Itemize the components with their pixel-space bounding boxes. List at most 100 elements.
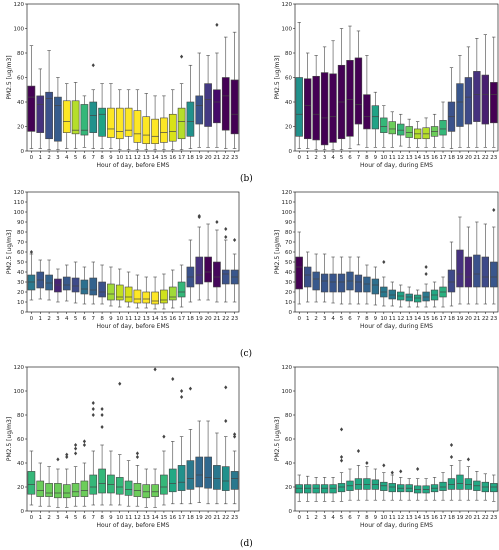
outlier-point [224,227,228,231]
x-tick-label: 14 [414,515,421,521]
box-body [213,261,221,288]
x-tick-label: 11 [389,155,396,161]
box-hour-11 [388,111,396,148]
x-axis-label: Hour of day, during EMS [360,522,433,529]
y-tick-label: 110 [282,200,293,206]
y-tick-label: 120 [14,190,25,196]
x-tick-label: 14 [414,316,421,322]
box-body [371,105,380,130]
box-body [36,480,45,497]
x-tick-label: 10 [380,515,387,521]
outlier-point [91,407,95,411]
box-hour-21 [473,221,481,305]
outlier-point [91,401,95,405]
outlier-point [179,395,184,399]
outlier-point [399,469,403,474]
box-hour-22 [481,34,489,148]
box-body [346,60,354,137]
outlier-point [100,407,104,411]
box-hour-2 [312,477,320,502]
x-tick-label: 20 [465,515,472,521]
x-tick-label: 18 [448,515,455,521]
x-tick-label: 0 [30,155,34,161]
x-tick-label: 0 [297,515,301,521]
box-hour-6 [346,256,354,305]
y-tick-label: 30 [285,280,292,286]
x-tick-label: 12 [397,316,404,322]
box-body [464,77,473,125]
y-tick-label: 20 [17,485,24,491]
box-body [204,456,212,489]
x-tick-label: 15 [160,515,167,521]
box-hour-10 [115,268,124,308]
box-body [312,484,320,494]
x-tick-label: 21 [213,155,220,161]
y-tick-label: 100 [14,210,25,216]
box-body [490,483,498,493]
box-body [98,468,106,494]
box-body [89,474,98,495]
box-body [195,95,204,125]
box-body [186,101,195,137]
box-hour-23 [490,474,498,502]
box-body [80,104,89,136]
box-body [329,484,337,494]
y-tick-label: 50 [17,260,24,266]
x-tick-label: 3 [56,515,60,521]
box-hour-16 [430,477,439,501]
x-tick-label: 6 [83,515,87,521]
y-tick-label: 80 [285,230,292,236]
box-hour-14 [151,276,159,310]
box-body [439,120,447,136]
outlier-point [339,455,344,459]
y-tick-label: 60 [17,76,24,82]
outlier-point [492,208,496,212]
x-tick-label: 12 [134,515,141,521]
x-tick-label: 15 [160,316,167,322]
box-body [115,107,124,140]
x-tick-label: 3 [56,316,60,322]
box-hour-0 [295,231,303,305]
box-hour-1 [36,462,45,507]
y-tick-label: 0 [21,310,25,316]
x-tick-label: 2 [314,316,318,322]
x-tick-label: 13 [143,515,150,521]
outlier-point [449,443,454,447]
x-tick-label: 13 [406,155,413,161]
box-body [405,126,413,138]
x-tick-label: 20 [205,316,212,322]
x-axis-label: Hour of day, during EMS [360,323,433,330]
box-body [80,480,89,497]
x-tick-label: 6 [83,155,87,161]
x-tick-label: 12 [134,155,141,161]
x-tick-label: 8 [100,515,104,521]
box-hour-6 [80,95,89,148]
box-hour-17 [177,264,186,308]
x-tick-label: 13 [143,155,150,161]
x-tick-label: 12 [134,316,141,322]
x-tick-label: 9 [109,515,113,521]
y-tick-label: 90 [285,220,292,226]
x-tick-label: 7 [357,155,361,161]
box-body [380,117,388,133]
box-body [312,271,320,291]
box-hour-5 [337,256,346,305]
x-tick-label: 14 [152,316,159,322]
outlier-point [424,265,428,269]
box-hour-18 [447,443,456,501]
outlier-point [224,419,228,423]
box-hour-10 [380,260,388,307]
outlier-point [73,446,78,451]
box-hour-1 [36,259,45,300]
box-body [168,286,177,301]
x-tick-label: 17 [178,316,185,322]
box-hour-4 [329,256,337,304]
x-tick-label: 14 [414,155,421,161]
box-hour-4 [329,40,337,151]
box-body [221,466,230,491]
x-tick-label: 10 [116,515,123,521]
box-body [490,261,498,288]
x-tick-label: 1 [306,316,310,322]
box-hour-18 [186,386,195,505]
